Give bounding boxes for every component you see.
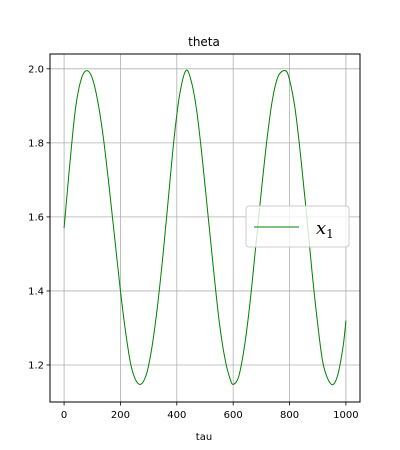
series-layer	[63, 69, 347, 386]
series-line	[63, 69, 347, 386]
y-tick-label: 1.2	[28, 360, 44, 371]
x-tick-label: 800	[280, 410, 299, 421]
x-tick-label: 400	[167, 410, 186, 421]
legend-label: x1	[316, 218, 334, 241]
legend-label-subscript: 1	[326, 227, 334, 241]
chart-title: theta	[188, 35, 220, 49]
x-tick-label: 0	[61, 410, 67, 421]
legend-label-base: x	[316, 218, 326, 239]
x-tick-label: 200	[111, 410, 130, 421]
y-tick-label: 1.6	[28, 212, 44, 223]
plot-frame	[49, 53, 361, 403]
x-axis-label: tau	[196, 432, 212, 443]
y-tick-label: 1.4	[28, 286, 44, 297]
x-tick-label: 600	[224, 410, 243, 421]
y-tick-label: 2.0	[28, 64, 44, 75]
x-tick-label: 1000	[333, 410, 358, 421]
legend: x1	[245, 205, 350, 248]
ticks: 0 200 400 600 800 1000 1.2 1.4 1.6 1.8 2.0	[28, 64, 359, 421]
y-tick-label: 1.8	[28, 138, 44, 149]
